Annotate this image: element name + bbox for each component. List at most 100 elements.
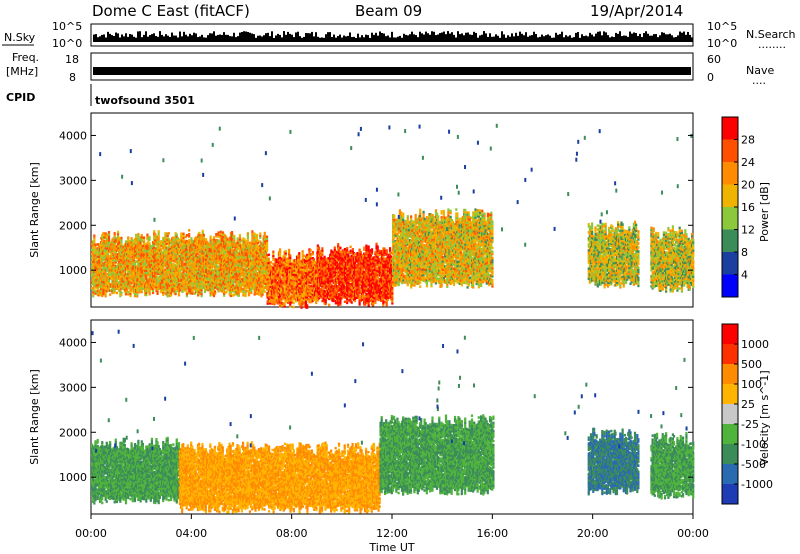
echo-cell [297, 270, 300, 274]
echo-cell [160, 242, 164, 246]
echo-cell [180, 246, 183, 250]
echo-cell [91, 266, 94, 270]
echo-cell [140, 264, 143, 267]
echo-cell [264, 254, 268, 257]
echo-cell [149, 249, 152, 252]
echo-cell [168, 268, 172, 271]
echo-cell [242, 255, 245, 259]
echo-cell [119, 280, 122, 284]
echo-cell [167, 286, 170, 290]
echo-cell [265, 241, 269, 245]
echo-cell [313, 296, 317, 299]
echo-cell [266, 286, 269, 289]
nsky-bar [633, 32, 635, 42]
nsky-bar [207, 35, 209, 42]
echo-cell [137, 263, 140, 266]
echo-cell [132, 277, 135, 280]
echo-cell [310, 284, 313, 288]
echo-cell [288, 252, 291, 256]
echo-cell [153, 260, 156, 263]
echo-cell [255, 262, 258, 265]
echo-cell [233, 277, 236, 280]
echo-cell [131, 251, 134, 254]
echo-cell [271, 274, 274, 277]
echo-cell [192, 284, 195, 288]
echo-cell [130, 243, 133, 246]
echo-cell [285, 287, 288, 291]
echo-cell [138, 272, 141, 276]
echo-cell [273, 268, 276, 272]
echo-cell [253, 238, 256, 242]
echo-cell [313, 265, 317, 269]
echo-cell [128, 266, 131, 269]
echo-cell [245, 271, 248, 275]
echo-cell [299, 280, 302, 283]
echo-cell [226, 254, 229, 257]
echo-cell [263, 235, 266, 239]
echo-cell [194, 272, 198, 276]
echo-cell [206, 256, 209, 260]
echo-cell [261, 279, 264, 282]
echo-cell [174, 246, 177, 249]
echo-cell [203, 290, 207, 294]
echo-cell [241, 269, 244, 273]
nsky-bar [293, 37, 295, 42]
echo-cell [179, 258, 182, 262]
echo-cell [205, 282, 208, 286]
echo-cell [124, 268, 128, 272]
echo-cell [242, 237, 245, 240]
echo-cell [190, 255, 193, 258]
echo-cell [109, 283, 112, 286]
echo-cell [259, 276, 262, 280]
echo-cell [184, 249, 187, 253]
echo-cell [132, 285, 135, 288]
echo-cell [229, 238, 233, 241]
echo-cell [216, 281, 219, 284]
echo-cell [263, 239, 266, 243]
echo-cell [313, 293, 317, 297]
echo-cell [145, 279, 148, 283]
nsky-bar [511, 33, 513, 42]
echo-cell [201, 260, 204, 263]
echo-cell [242, 291, 245, 295]
echo-cell [132, 246, 135, 250]
echo-cell [131, 239, 134, 242]
echo-cell [290, 272, 293, 276]
echo-cell [146, 259, 149, 263]
echo-cell [258, 265, 261, 268]
echo-cell [199, 289, 202, 292]
echo-cell [159, 288, 163, 292]
echo-cell [290, 278, 293, 282]
echo-cell [180, 282, 183, 286]
echo-cell [98, 291, 102, 295]
echo-cell [217, 281, 220, 285]
echo-cell [251, 252, 254, 256]
echo-cell [116, 263, 120, 266]
echo-cell [165, 238, 168, 242]
echo-cell [255, 237, 258, 241]
echo-cell [219, 234, 222, 238]
echo-cell [235, 284, 238, 287]
echo-cell [308, 288, 311, 292]
echo-cell [224, 272, 227, 276]
echo-cell [301, 252, 304, 255]
echo-cell [200, 280, 203, 284]
echo-cell [219, 256, 222, 260]
echo-cell [251, 260, 254, 264]
echo-cell [159, 240, 163, 243]
echo-cell [272, 278, 275, 282]
echo-cell [264, 284, 268, 287]
echo-cell [271, 282, 274, 285]
echo-cell [295, 281, 299, 285]
nsky-bar [367, 35, 369, 42]
echo-cell [140, 234, 143, 237]
echo-cell [139, 258, 142, 261]
echo-cell [107, 247, 111, 250]
echo-cell [235, 270, 238, 273]
echo-cell [193, 271, 196, 275]
echo-cell [254, 258, 257, 262]
nsky-bar [549, 35, 551, 42]
echo-cell [141, 249, 144, 252]
echo-cell [183, 258, 186, 262]
echo-cell [194, 248, 198, 252]
